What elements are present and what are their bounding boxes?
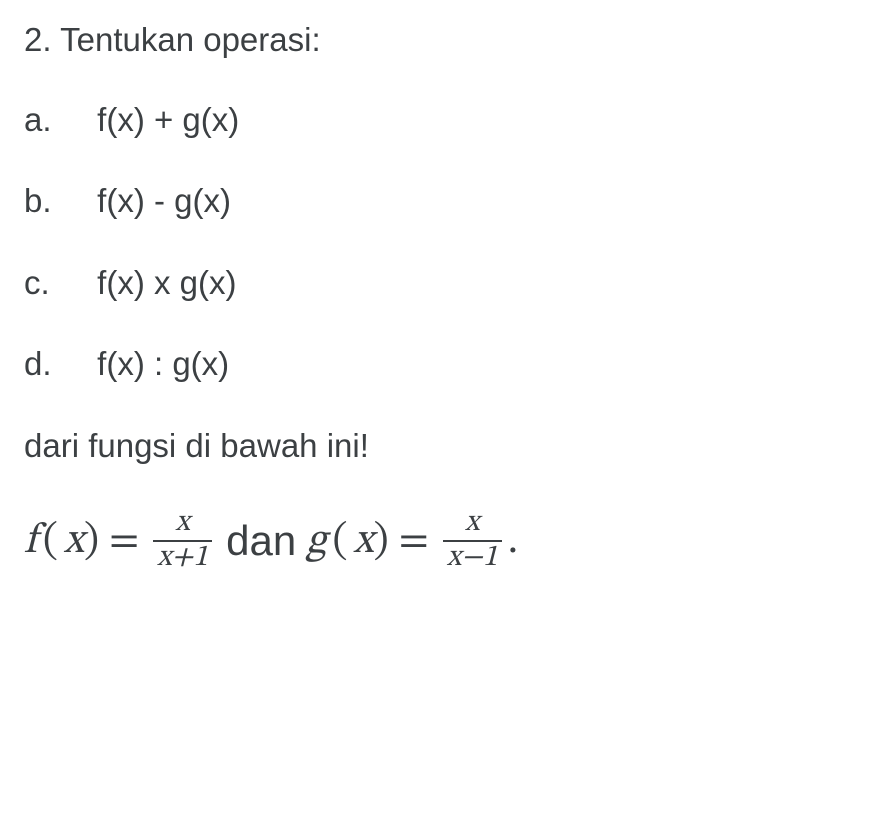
g-name: g bbox=[306, 516, 326, 566]
item-b: b. f(x) - g(x) bbox=[24, 181, 866, 221]
question-prompt: Tentukan operasi: bbox=[60, 21, 321, 58]
paren-open-g: ( bbox=[333, 516, 348, 566]
item-c-expression: f(x) x g(x) bbox=[97, 263, 236, 303]
item-a-expression: f(x) + g(x) bbox=[97, 100, 239, 140]
f-fraction: x x+1 bbox=[153, 508, 212, 575]
f-name: f bbox=[24, 516, 37, 566]
item-b-label: b. bbox=[24, 181, 88, 221]
item-d: d. f(x) : g(x) bbox=[24, 344, 866, 384]
g-definition: g (x) = x x−1 . bbox=[306, 508, 518, 575]
paren-close-g: ) bbox=[374, 516, 389, 566]
item-b-expression: f(x) - g(x) bbox=[97, 181, 231, 221]
g-fraction: x x−1 bbox=[443, 508, 502, 575]
connector-dan: dan bbox=[226, 516, 296, 566]
paren-open-f: ( bbox=[43, 516, 58, 566]
g-denominator: x−1 bbox=[443, 540, 502, 575]
f-denominator: x+1 bbox=[153, 540, 212, 575]
item-d-label: d. bbox=[24, 344, 88, 384]
item-c-label: c. bbox=[24, 263, 88, 303]
f-arg: x bbox=[64, 516, 84, 566]
g-arg: x bbox=[354, 516, 374, 566]
question-line: 2. Tentukan operasi: bbox=[24, 20, 866, 60]
item-c: c. f(x) x g(x) bbox=[24, 263, 866, 303]
paren-close-f: ) bbox=[84, 516, 99, 566]
function-definitions: f (x) = x x+1 dan g (x) = x x−1 . bbox=[24, 508, 866, 575]
g-numerator: x bbox=[461, 508, 483, 541]
closing-line: dari fungsi di bawah ini! bbox=[24, 426, 866, 466]
f-definition: f (x) = x x+1 bbox=[24, 508, 216, 575]
equals-g: = bbox=[399, 516, 429, 566]
item-a-label: a. bbox=[24, 100, 88, 140]
question-number: 2. bbox=[24, 21, 52, 58]
equals-f: = bbox=[109, 516, 139, 566]
item-d-expression: f(x) : g(x) bbox=[97, 344, 229, 384]
item-a: a. f(x) + g(x) bbox=[24, 100, 866, 140]
f-numerator: x bbox=[172, 508, 194, 541]
equation-period: . bbox=[508, 516, 518, 566]
